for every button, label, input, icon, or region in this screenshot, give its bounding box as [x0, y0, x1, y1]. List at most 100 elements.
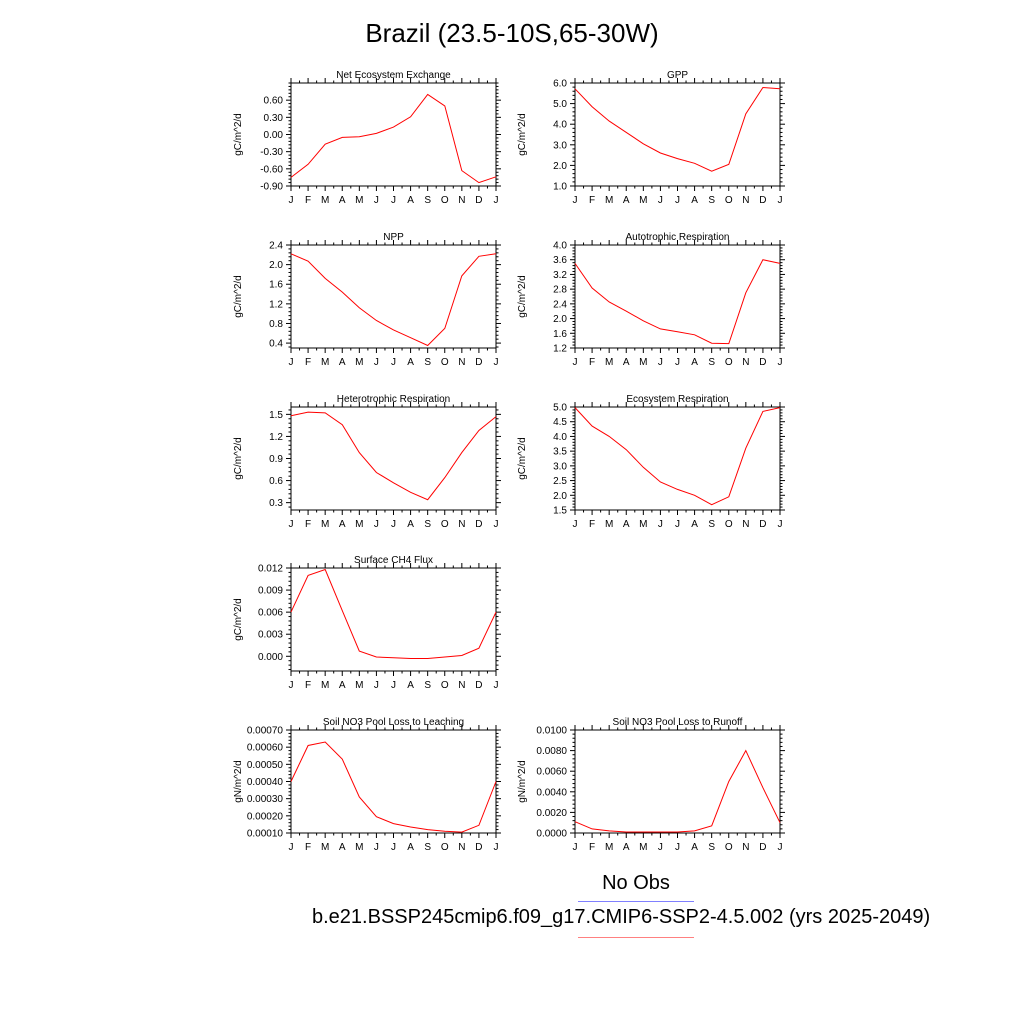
x-tick-label: D — [475, 842, 482, 853]
y-tick-label: 0.0100 — [536, 726, 567, 737]
series-line — [574, 86, 781, 172]
y-axis-label: gC/m^2/d — [233, 598, 244, 641]
series-line — [574, 749, 781, 833]
x-tick-label: S — [708, 357, 715, 368]
x-tick-label: O — [725, 842, 733, 853]
x-tick-label: J — [573, 519, 578, 530]
chart-title: NPP — [383, 232, 404, 243]
y-tick-label: 2.4 — [553, 299, 567, 310]
y-tick-label: 1.6 — [553, 329, 567, 340]
x-tick-label: O — [441, 680, 449, 691]
x-tick-label: A — [407, 680, 414, 691]
plot-frame — [290, 729, 497, 834]
x-tick-label: O — [725, 195, 733, 206]
x-tick-label: J — [374, 357, 379, 368]
chart-title: GPP — [667, 70, 688, 81]
x-tick-label: J — [374, 842, 379, 853]
y-tick-label: 4.0 — [553, 241, 567, 252]
x-tick-label: A — [339, 680, 346, 691]
x-tick-label: S — [424, 680, 431, 691]
y-tick-label: 2.0 — [553, 314, 567, 325]
legend-model-line — [578, 937, 694, 938]
x-tick-label: J — [675, 195, 680, 206]
x-tick-label: A — [623, 195, 630, 206]
x-tick-label: O — [441, 357, 449, 368]
x-tick-label: F — [589, 519, 595, 530]
legend-model-label: b.e21.BSSP245cmip6.f09_g17.CMIP6-SSP2-4.… — [312, 906, 931, 928]
x-tick-label: A — [339, 519, 346, 530]
x-tick-label: J — [778, 842, 783, 853]
y-tick-label: 2.8 — [553, 285, 567, 296]
y-tick-label: 1.2 — [553, 344, 567, 355]
x-tick-label: F — [305, 195, 311, 206]
x-tick-label: J — [391, 842, 396, 853]
y-tick-label: -0.60 — [260, 164, 283, 175]
x-tick-label: M — [605, 357, 613, 368]
x-tick-label: J — [658, 195, 663, 206]
x-tick-label: J — [778, 357, 783, 368]
y-tick-label: 4.0 — [553, 120, 567, 131]
x-tick-label: F — [305, 357, 311, 368]
x-tick-label: F — [305, 519, 311, 530]
x-tick-label: O — [725, 357, 733, 368]
y-tick-label: 0.8 — [269, 319, 283, 330]
y-axis-label: gC/m^2/d — [233, 113, 244, 156]
y-tick-label: 0.0040 — [536, 787, 567, 798]
y-tick-label: 0.003 — [258, 630, 283, 641]
x-tick-label: N — [458, 195, 465, 206]
y-tick-label: 0.00020 — [247, 811, 284, 822]
y-tick-label: 2.5 — [553, 476, 567, 487]
plot-frame — [290, 406, 497, 511]
x-tick-label: J — [658, 357, 663, 368]
chart-title: Surface CH4 Flux — [354, 555, 433, 566]
y-tick-label: 0.00 — [264, 130, 284, 141]
x-tick-label: S — [424, 519, 431, 530]
y-tick-label: 0.00050 — [247, 760, 284, 771]
y-tick-label: 0.30 — [264, 113, 284, 124]
x-tick-label: J — [778, 195, 783, 206]
y-tick-label: -0.30 — [260, 147, 283, 158]
y-tick-label: 5.0 — [553, 403, 567, 414]
x-tick-label: A — [407, 195, 414, 206]
x-tick-label: A — [623, 519, 630, 530]
x-tick-label: A — [691, 519, 698, 530]
x-tick-label: J — [289, 195, 294, 206]
x-tick-label: M — [605, 842, 613, 853]
x-tick-label: M — [355, 680, 363, 691]
x-tick-label: O — [441, 842, 449, 853]
y-axis-label: gC/m^2/d — [233, 275, 244, 318]
x-tick-label: A — [623, 357, 630, 368]
x-tick-label: J — [675, 519, 680, 530]
chart-title: Autotrophic Respiration — [626, 232, 730, 243]
y-axis-label: gC/m^2/d — [517, 275, 528, 318]
series-line — [290, 93, 497, 184]
x-tick-label: F — [589, 357, 595, 368]
x-tick-label: S — [708, 195, 715, 206]
x-tick-label: D — [759, 519, 766, 530]
series-line — [290, 253, 497, 347]
x-tick-label: J — [289, 842, 294, 853]
x-tick-label: M — [321, 842, 329, 853]
x-tick-label: M — [605, 195, 613, 206]
x-tick-label: J — [289, 519, 294, 530]
x-tick-label: N — [458, 519, 465, 530]
x-tick-label: D — [475, 357, 482, 368]
y-tick-label: 4.5 — [553, 417, 567, 428]
x-tick-label: S — [424, 195, 431, 206]
series-line — [290, 741, 497, 833]
x-tick-label: J — [494, 519, 499, 530]
y-tick-label: 6.0 — [553, 79, 567, 90]
x-tick-label: J — [391, 357, 396, 368]
y-tick-label: 0.6 — [269, 476, 283, 487]
x-tick-label: F — [589, 842, 595, 853]
x-tick-label: O — [725, 519, 733, 530]
x-tick-label: J — [658, 842, 663, 853]
y-tick-label: 0.00070 — [247, 726, 284, 737]
chart-title: Soil NO3 Pool Loss to Leaching — [323, 717, 464, 728]
x-tick-label: J — [494, 195, 499, 206]
x-tick-label: J — [675, 842, 680, 853]
y-tick-label: 0.0080 — [536, 746, 567, 757]
